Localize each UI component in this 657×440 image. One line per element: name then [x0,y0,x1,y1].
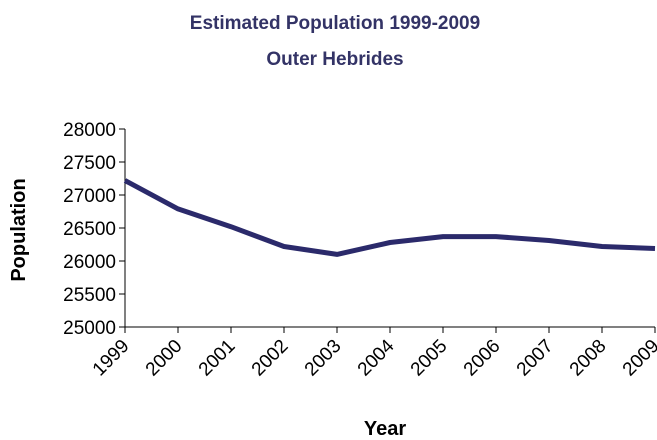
y-tick-label: 26000 [63,252,116,273]
x-tick-label: 2000 [142,336,187,381]
x-tick-label: 2002 [248,336,293,381]
y-tick-label: 26500 [63,219,116,240]
y-tick-label: 25500 [63,285,116,306]
y-tick-label: 28000 [63,120,116,141]
x-tick-label: 1999 [89,336,134,381]
y-tick-label: 27000 [63,186,116,207]
chart-subtitle: Outer Hebrides [266,49,403,70]
population-series-line [123,178,656,257]
chart-title: Estimated Population 1999-2009 [190,13,480,34]
x-tick-label: 2008 [566,336,611,381]
x-tick-label: 2009 [619,336,657,381]
x-tick-label: 2007 [513,336,558,381]
x-tick-label: 2001 [195,336,240,381]
x-tick-label: 2005 [407,336,452,381]
y-tick-label: 27500 [63,153,116,174]
x-axis-title: Year [364,418,406,440]
x-tick-label: 2003 [301,336,346,381]
x-tick-label: 2006 [460,336,505,381]
y-axis-title: Population [8,178,30,281]
x-tick-label: 2004 [354,335,399,380]
y-tick-label: 25000 [63,318,116,339]
